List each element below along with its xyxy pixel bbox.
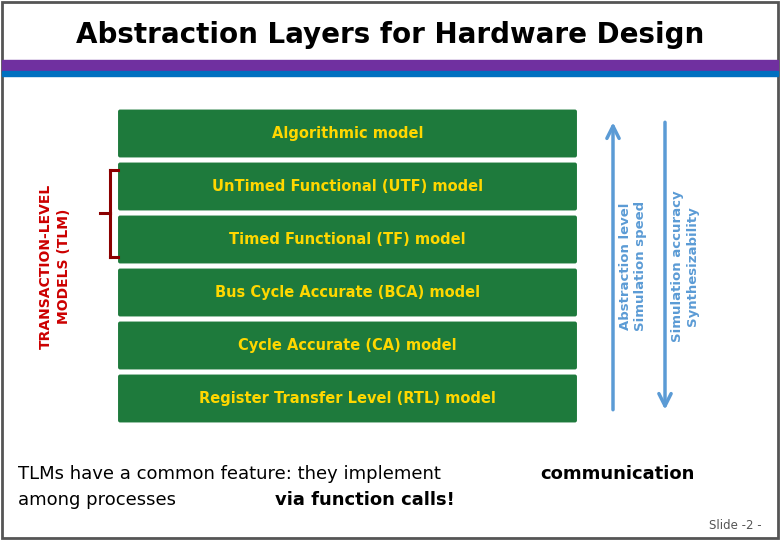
FancyBboxPatch shape [117,214,578,265]
FancyBboxPatch shape [117,267,578,318]
Text: TRANSACTION-LEVEL
MODELS (TLM): TRANSACTION-LEVEL MODELS (TLM) [39,184,71,349]
FancyBboxPatch shape [117,109,578,159]
FancyBboxPatch shape [117,374,578,423]
Bar [2,71,778,76]
Text: Slide -2 -: Slide -2 - [709,519,762,532]
Text: Simulation accuracy
Synthesizability: Simulation accuracy Synthesizability [671,190,699,342]
Text: among processes: among processes [18,491,182,509]
Bar [2,60,778,71]
Text: Register Transfer Level (RTL) model: Register Transfer Level (RTL) model [199,391,496,406]
FancyBboxPatch shape [117,161,578,212]
Text: Algorithmic model: Algorithmic model [271,126,424,141]
Text: Timed Functional (TF) model: Timed Functional (TF) model [229,232,466,247]
Text: Cycle Accurate (CA) model: Cycle Accurate (CA) model [238,338,457,353]
Text: UnTimed Functional (UTF) model: UnTimed Functional (UTF) model [212,179,483,194]
Text: Bus Cycle Accurate (BCA) model: Bus Cycle Accurate (BCA) model [215,285,480,300]
Text: via function calls!: via function calls! [275,491,455,509]
Text: Abstraction level
Simulation speed: Abstraction level Simulation speed [619,201,647,331]
Text: Abstraction Layers for Hardware Design: Abstraction Layers for Hardware Design [76,21,704,49]
Text: TLMs have a common feature: they implement: TLMs have a common feature: they impleme… [18,465,447,483]
FancyBboxPatch shape [117,321,578,370]
Text: communication: communication [540,465,694,483]
